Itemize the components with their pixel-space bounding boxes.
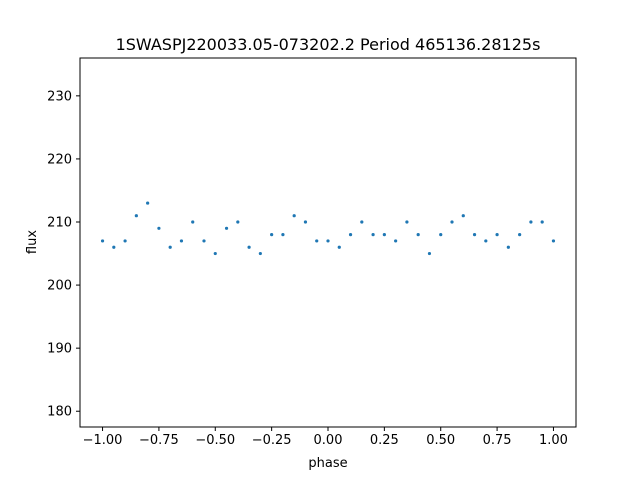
data-point (495, 233, 499, 237)
data-point (506, 245, 510, 249)
data-point (191, 220, 195, 224)
x-axis-label: phase (308, 456, 347, 471)
data-point (472, 233, 477, 237)
data-points (100, 201, 556, 256)
data-point (405, 220, 409, 224)
x-tick-label: −0.50 (195, 433, 235, 448)
y-tick-label: 210 (47, 216, 72, 231)
x-tick-label: 0.25 (370, 433, 399, 448)
data-point (168, 245, 172, 249)
data-point (100, 239, 105, 243)
chart-title: 1SWASPJ220033.05-073202.2 Period 465136.… (116, 35, 541, 54)
data-point (236, 220, 240, 224)
data-point (337, 245, 341, 249)
data-point (112, 245, 116, 249)
data-point (202, 239, 206, 243)
data-point (179, 239, 184, 243)
data-point (394, 239, 398, 243)
data-point (382, 233, 386, 237)
data-point (416, 233, 420, 237)
y-tick-label: 200 (47, 279, 72, 294)
data-point (315, 239, 319, 243)
x-tick-label: −1.00 (83, 433, 123, 448)
data-point (303, 220, 308, 224)
data-point (518, 233, 522, 237)
data-point (123, 239, 127, 243)
data-point (371, 233, 375, 237)
x-tick-label: 1.00 (539, 433, 568, 448)
data-point (450, 220, 454, 224)
y-tick-label: 220 (47, 152, 72, 167)
data-point (551, 239, 556, 243)
y-axis-ticks: 180 190 200 210 220 230 (47, 89, 80, 420)
data-point (427, 251, 432, 256)
data-point (134, 214, 138, 218)
y-tick-label: 180 (47, 405, 72, 420)
data-point (247, 245, 251, 249)
y-axis-label: flux (25, 230, 40, 254)
data-point (348, 233, 353, 237)
data-point (540, 220, 544, 224)
x-tick-label: 0.75 (483, 433, 512, 448)
data-point (270, 233, 274, 237)
y-tick-label: 230 (47, 89, 72, 104)
data-point (224, 226, 229, 230)
y-tick-label: 190 (47, 342, 72, 357)
data-point (157, 226, 161, 230)
data-point (529, 220, 533, 224)
x-tick-label: 0.50 (426, 433, 455, 448)
x-axis-ticks: −1.00 −0.75 −0.50 −0.25 0.00 0.25 0.50 0.75 1.00 (83, 427, 568, 448)
x-tick-label: −0.75 (139, 433, 179, 448)
x-tick-label: 0.00 (314, 433, 343, 448)
data-point (439, 233, 443, 237)
data-point (484, 239, 488, 243)
data-point (326, 239, 330, 243)
data-point (461, 214, 465, 218)
data-point (146, 201, 150, 205)
data-point (281, 233, 285, 237)
data-point (213, 251, 217, 256)
data-point (360, 220, 364, 224)
data-point (292, 214, 296, 218)
x-tick-label: −0.25 (252, 433, 292, 448)
data-point (258, 251, 262, 256)
